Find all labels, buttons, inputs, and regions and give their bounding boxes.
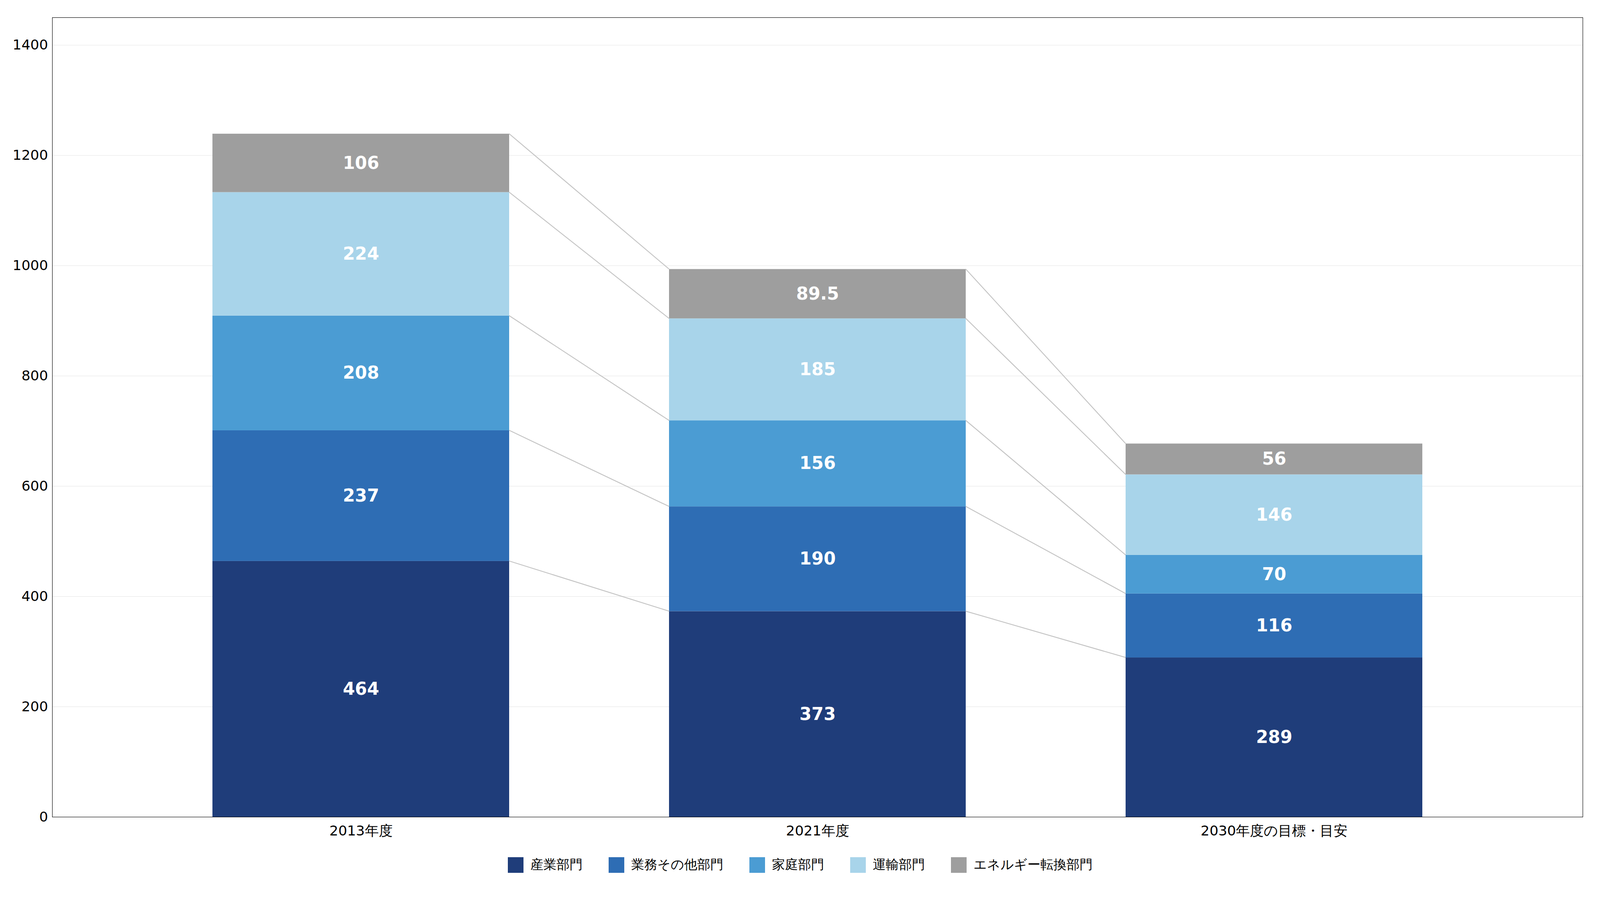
svg-text:1000: 1000 [12, 257, 48, 274]
svg-text:146: 146 [1255, 504, 1293, 525]
svg-text:237: 237 [342, 485, 380, 506]
html-text:運輸部門: 運輸部門 [872, 857, 925, 873]
svg-text:190: 190 [799, 548, 836, 569]
svg-text:89.5: 89.5 [796, 283, 840, 304]
html-text:業務その他部門: 業務その他部門 [631, 857, 724, 873]
svg-text:116: 116 [1255, 615, 1293, 636]
svg-text:464: 464 [342, 679, 380, 699]
html-text:産業部門: 産業部門 [530, 857, 583, 873]
svg-text:2013年度: 2013年度 [329, 822, 393, 840]
svg-text:0: 0 [39, 808, 48, 826]
svg-text:289: 289 [1255, 727, 1293, 748]
svg-text:200: 200 [21, 698, 48, 716]
svg-text:800: 800 [21, 367, 48, 385]
svg-text:56: 56 [1262, 448, 1287, 469]
html-text:エネルギー転換部門: エネルギー転換部門 [973, 857, 1093, 873]
svg-text:156: 156 [799, 453, 836, 474]
svg-text:1200: 1200 [12, 146, 48, 164]
svg-text:600: 600 [21, 477, 48, 495]
svg-text:224: 224 [342, 243, 380, 264]
svg-text:373: 373 [799, 704, 836, 725]
svg-text:70: 70 [1262, 564, 1287, 585]
svg-text:208: 208 [342, 362, 380, 383]
svg-text:185: 185 [799, 359, 836, 380]
svg-text:2030年度の目標・目安: 2030年度の目標・目安 [1200, 822, 1348, 840]
svg-text:400: 400 [21, 588, 48, 605]
svg-text:106: 106 [342, 152, 380, 173]
html-text:家庭部門: 家庭部門 [771, 857, 824, 873]
svg-text:1400: 1400 [12, 36, 48, 54]
svg-text:2021年度: 2021年度 [785, 822, 849, 840]
